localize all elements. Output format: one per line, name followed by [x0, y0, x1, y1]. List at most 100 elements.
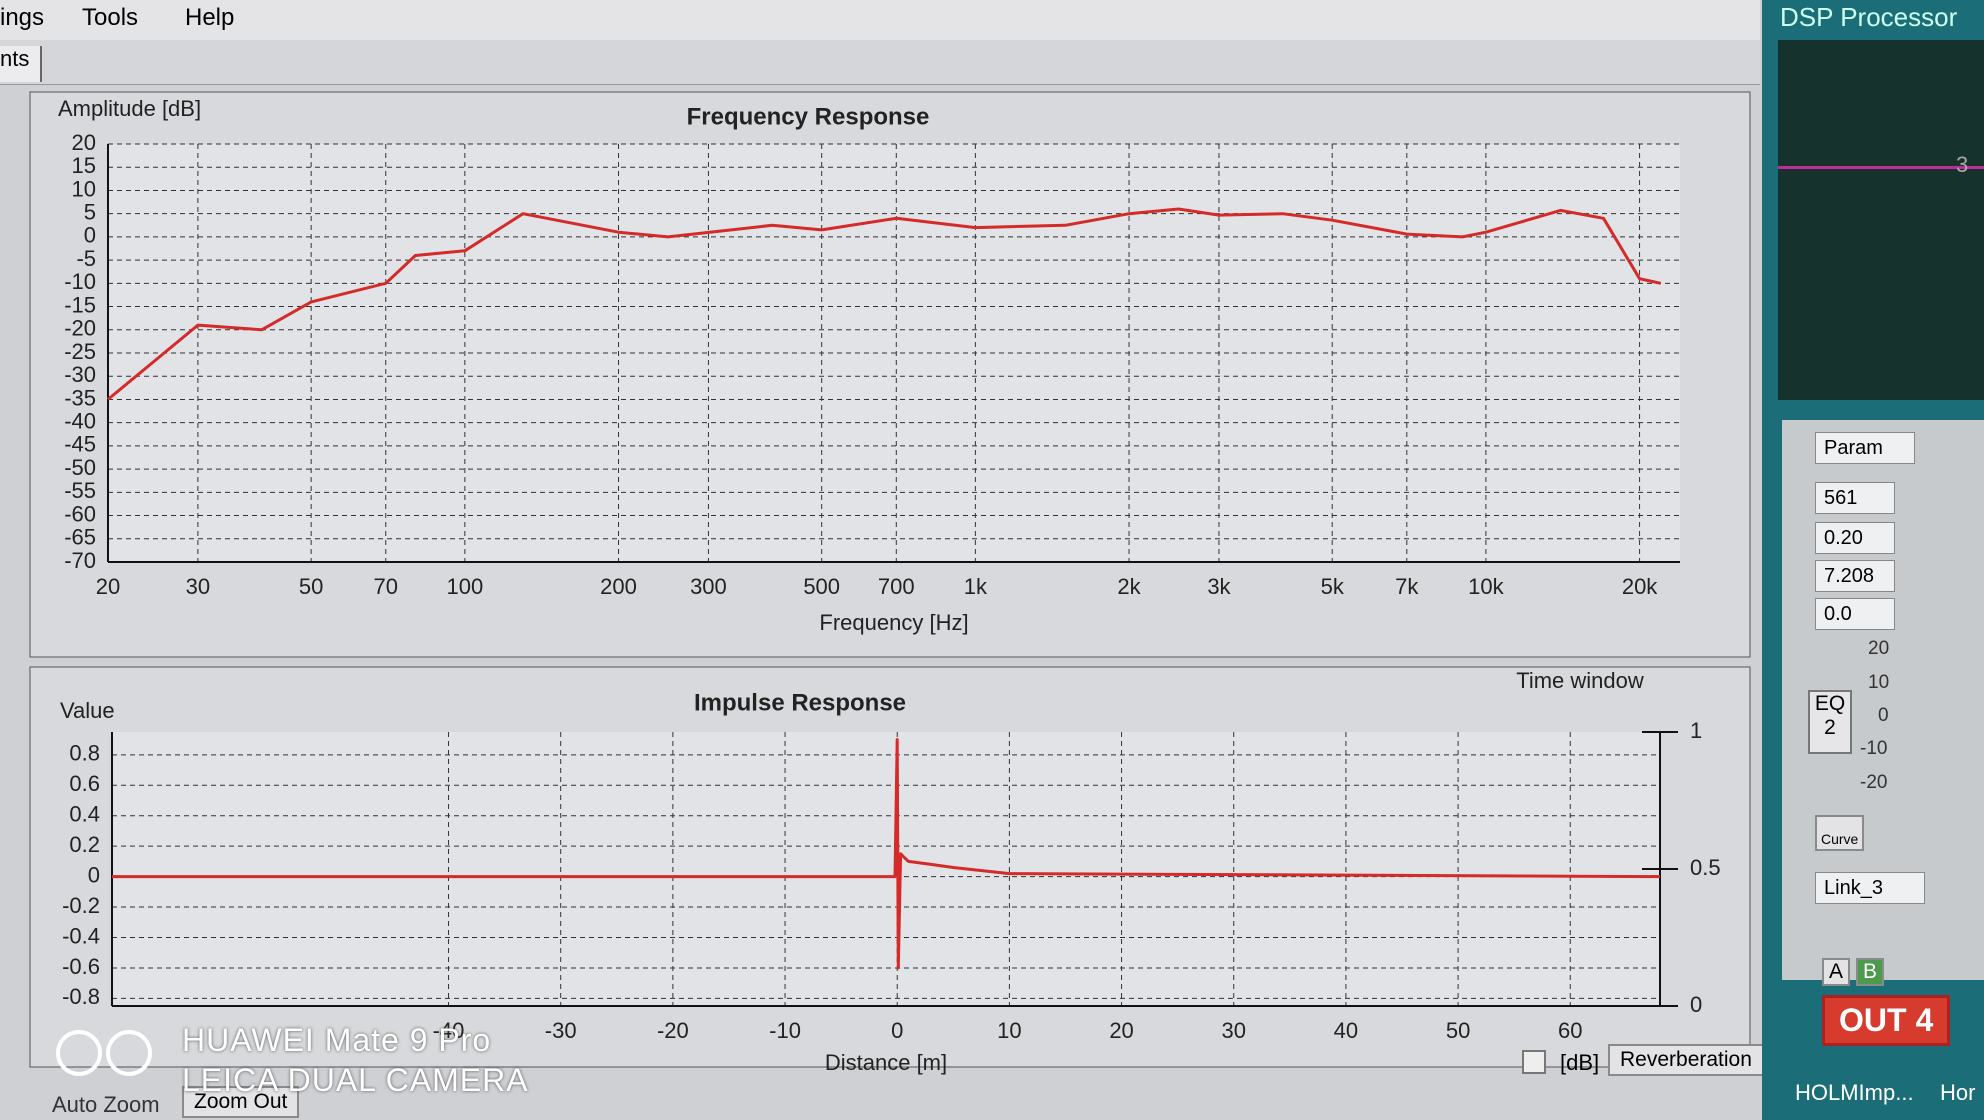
x-tick-label: 20	[1109, 1018, 1133, 1043]
x-tick-label: 500	[803, 574, 840, 599]
reverberation-button[interactable]: Reverberation	[1608, 1044, 1764, 1076]
curve-display: 3	[1778, 40, 1984, 400]
x-tick-label: 200	[600, 574, 637, 599]
y-tick-label: -5	[76, 246, 96, 271]
checkbox[interactable]	[1522, 1050, 1546, 1074]
gain-field[interactable]: 0.0	[1815, 598, 1895, 630]
link-dropdown[interactable]: Link_3	[1815, 872, 1925, 904]
a-button[interactable]: A	[1822, 958, 1851, 986]
menu-item[interactable]: Help	[185, 4, 235, 31]
y-tick-label: 0.6	[69, 771, 100, 796]
tab[interactable]: nts	[0, 46, 42, 82]
y-tick-label: 0	[84, 223, 96, 248]
x-tick-label: -20	[657, 1018, 689, 1043]
y-tick-label: -20	[64, 316, 96, 341]
logo-ring	[106, 1030, 152, 1076]
y-tick-label: -0.4	[62, 923, 100, 948]
x-tick-label: 20k	[1622, 574, 1658, 599]
y2-tick-label: 0.5	[1690, 855, 1721, 880]
x-tick-label: 3k	[1207, 574, 1231, 599]
y-tick-label: 10	[72, 176, 96, 201]
y-tick-label: -0.8	[62, 984, 100, 1009]
x-tick-label: 0	[891, 1018, 903, 1043]
charts: Frequency Response Amplitude [dB] Frequenc…	[29, 91, 1751, 1075]
y2-tick-label: 0	[1690, 992, 1702, 1017]
frequency-field[interactable]: 561	[1815, 482, 1895, 514]
gain-scale: 20	[1868, 638, 1890, 659]
x-tick-label: 10k	[1468, 574, 1504, 599]
y-tick-label: -15	[64, 292, 96, 317]
display-line	[1778, 166, 1984, 169]
x-tick-label: 10	[997, 1018, 1021, 1043]
x-tick-label: 7k	[1395, 574, 1419, 599]
output-label[interactable]: OUT 4	[1822, 995, 1951, 1046]
y-tick-label: -60	[64, 501, 96, 526]
y-tick-label: 0	[88, 862, 100, 887]
bandwidth-field[interactable]: 7.208	[1815, 560, 1895, 592]
zoom-out-button[interactable]: Zoom Out	[182, 1086, 300, 1118]
y-tick-label: -0.6	[62, 954, 100, 979]
y-tick-label: -0.2	[62, 893, 100, 918]
y-tick-label: 15	[72, 153, 96, 178]
q-field[interactable]: 0.20	[1815, 522, 1895, 554]
y-tick-label: -40	[64, 408, 96, 433]
y2-tick-label: 1	[1690, 718, 1702, 743]
eq-button[interactable]: EQ 2	[1808, 690, 1852, 754]
x-tick-label: 40	[1334, 1018, 1358, 1043]
file-tab[interactable]: HOLMImp...	[1795, 1080, 1914, 1105]
mode-dropdown[interactable]: Param	[1815, 432, 1915, 464]
y-axis-label: Amplitude [dB]	[58, 96, 201, 121]
x-tick-label: -10	[769, 1018, 801, 1043]
x-tick-label: 60	[1558, 1018, 1582, 1043]
x-tick-label: -30	[545, 1018, 577, 1043]
menu-item[interactable]: Tools	[82, 4, 139, 31]
y-tick-label: -10	[64, 269, 96, 294]
watermark: HUAWEI Mate 9 Pro	[182, 1022, 492, 1058]
x-tick-label: 30	[186, 574, 210, 599]
x-tick-label: -40	[433, 1018, 465, 1043]
x-tick-label: 300	[690, 574, 727, 599]
y-axis-label: Value	[60, 698, 115, 723]
panel-title: DSP Processor	[1780, 2, 1958, 32]
x-tick-label: 50	[1446, 1018, 1470, 1043]
y-tick-label: 5	[84, 199, 96, 224]
logo-ring	[56, 1030, 102, 1076]
y-tick-label: -25	[64, 339, 96, 364]
plot-area	[112, 732, 1660, 1006]
y-tick-label: -45	[64, 432, 96, 457]
gain-scale: 10	[1868, 672, 1890, 693]
x-tick-label: 100	[446, 574, 483, 599]
series-line	[112, 738, 1661, 970]
x-tick-label: 50	[299, 574, 323, 599]
gain-scale: 0	[1878, 705, 1889, 726]
x-tick-label: 5k	[1321, 574, 1345, 599]
db-label: [dB]	[1560, 1050, 1600, 1075]
x-axis-label: Frequency [Hz]	[819, 610, 968, 635]
x-tick-label: 70	[374, 574, 398, 599]
menu-bar: ings Tools Help	[0, 0, 1760, 40]
x-tick-label: 1k	[964, 574, 988, 599]
menu-item[interactable]: ings	[0, 4, 45, 31]
y-tick-label: 0.4	[69, 802, 100, 827]
chart-title: Impulse Response	[694, 689, 906, 716]
other-tab[interactable]: Hor	[1940, 1080, 1976, 1105]
curve-button[interactable]: Curve	[1815, 815, 1865, 851]
eq-label: EQ	[1814, 692, 1846, 715]
eq-number: 2	[1824, 716, 1836, 739]
y-tick-label: -65	[64, 525, 96, 550]
chart-title: Frequency Response	[687, 103, 930, 130]
y-tick-label: -30	[64, 362, 96, 387]
gain-scale: -20	[1860, 772, 1888, 793]
series-line	[107, 207, 1662, 401]
gain-scale: -10	[1860, 738, 1888, 759]
y-tick-label: 0.2	[69, 832, 100, 857]
x-tick-label: 2k	[1117, 574, 1141, 599]
y-tick-label: -50	[64, 455, 96, 480]
auto-zoom[interactable]: Auto Zoom	[52, 1092, 160, 1117]
y-tick-label: -55	[64, 478, 96, 503]
y-tick-label: -70	[64, 548, 96, 573]
x-axis-label: Distance [m]	[825, 1050, 947, 1075]
b-button[interactable]: B	[1856, 958, 1885, 986]
x-tick-label: 30	[1221, 1018, 1245, 1043]
